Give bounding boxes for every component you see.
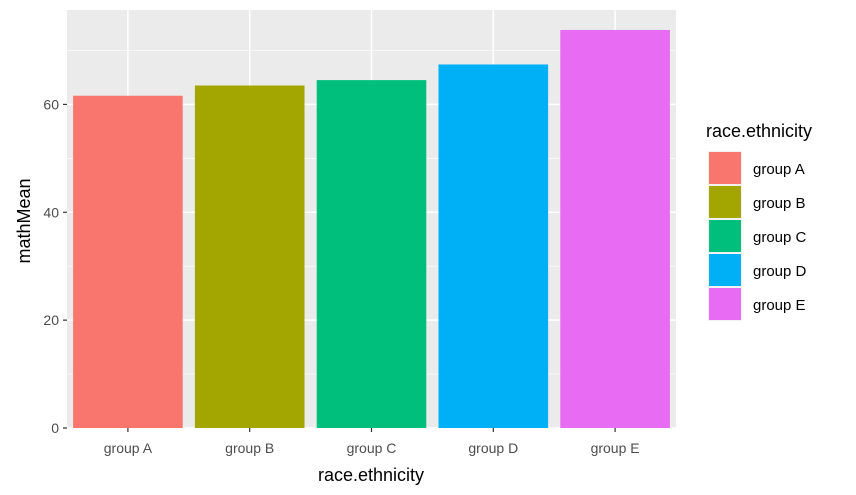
- legend-label: group B: [753, 195, 806, 212]
- y-tick-label: 0: [51, 420, 59, 436]
- bar-group-e: [560, 29, 670, 429]
- y-axis-title: mathMean: [14, 178, 34, 263]
- legend-swatch: [709, 186, 741, 218]
- x-tick-label: group B: [225, 440, 274, 456]
- legend: race.ethnicity group A group B group C grou…: [706, 121, 812, 321]
- y-tick-label: 60: [43, 96, 59, 112]
- legend-swatch: [709, 288, 741, 320]
- x-tick-label: group D: [468, 440, 518, 456]
- bar-group-a: [73, 95, 183, 428]
- legend-label: group D: [753, 263, 807, 280]
- bar-group-d: [438, 64, 549, 428]
- legend-title: race.ethnicity: [706, 121, 812, 141]
- y-tick-label: 40: [43, 204, 59, 220]
- legend-swatch: [709, 254, 741, 286]
- bar-group-c: [316, 80, 427, 429]
- legend-label: group C: [753, 229, 807, 246]
- legend-swatch: [709, 220, 741, 252]
- x-axis: group A group B group C group D group E: [104, 428, 640, 456]
- legend-label: group E: [753, 297, 806, 314]
- bar-group-b: [194, 85, 305, 428]
- y-axis: 0 20 40 60: [43, 96, 67, 436]
- x-tick-label: group C: [347, 440, 397, 456]
- x-axis-title: race.ethnicity: [318, 465, 424, 485]
- x-tick-label: group A: [104, 440, 153, 456]
- legend-label: group A: [753, 161, 805, 178]
- bars: [73, 29, 670, 429]
- legend-swatch: [709, 152, 741, 184]
- y-tick-label: 20: [43, 312, 59, 328]
- x-tick-label: group E: [591, 440, 640, 456]
